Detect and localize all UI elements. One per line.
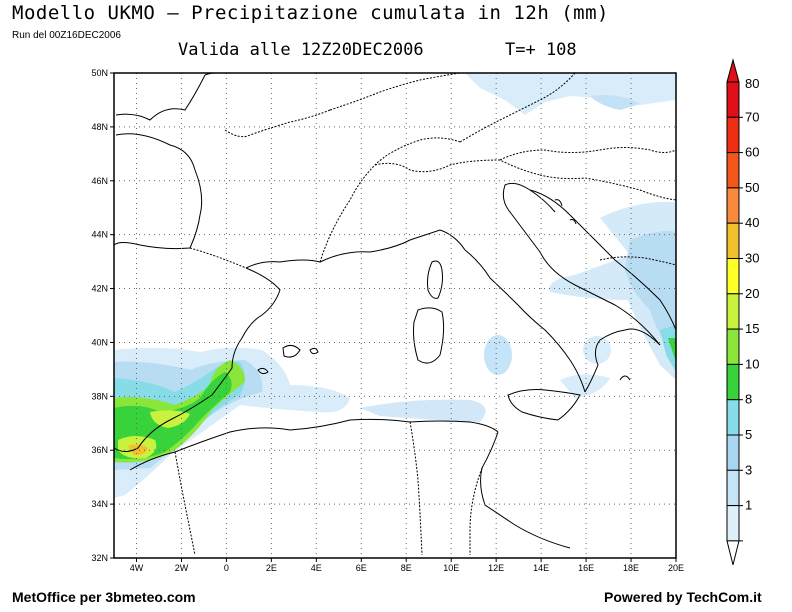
run-date: Run del 00Z16DEC2006 <box>12 30 121 41</box>
legend-label: 80 <box>745 76 759 91</box>
lat-label: 38N <box>91 391 108 401</box>
lon-label: 4W <box>130 563 144 573</box>
lon-label: 6E <box>356 563 367 573</box>
lon-label: 4E <box>311 563 322 573</box>
legend-swatch <box>726 293 740 330</box>
lat-label: 44N <box>91 230 108 240</box>
legend-swatch <box>726 152 740 189</box>
country-borders <box>174 72 677 556</box>
legend-label: 60 <box>745 145 759 160</box>
lon-label: 18E <box>623 563 639 573</box>
lon-label: 14E <box>533 563 549 573</box>
chart-title: Modello UKMO — Precipitazione cumulata i… <box>12 2 609 24</box>
lat-label: 40N <box>91 337 108 347</box>
lon-label: 12E <box>488 563 504 573</box>
legend-label: 5 <box>745 427 752 442</box>
legend-label: 10 <box>745 356 759 371</box>
lat-label: 42N <box>91 284 108 294</box>
legend-swatch <box>726 328 740 365</box>
legend-top-arrow <box>726 58 740 83</box>
graticule <box>110 72 677 562</box>
legend-swatch <box>726 258 740 295</box>
legend-swatch <box>726 187 740 224</box>
lat-label: 46N <box>91 176 108 186</box>
forecast-hour: T=+ 108 <box>505 40 577 60</box>
legend-label: 20 <box>745 286 759 301</box>
legend-swatch <box>726 505 740 542</box>
coastlines <box>113 72 677 549</box>
legend-label: 50 <box>745 180 759 195</box>
legend-label: 3 <box>745 462 752 477</box>
precipitation-shading <box>114 73 676 498</box>
legend-swatch <box>726 116 740 154</box>
legend-swatch <box>726 222 740 259</box>
lon-label: 20E <box>668 563 684 573</box>
legend-label: 8 <box>745 392 752 407</box>
legend-swatch <box>726 363 740 401</box>
map-frame <box>113 72 677 559</box>
color-legend: 80 70 60 50 40 30 20 15 10 8 5 3 1 <box>726 58 759 566</box>
legend-bottom-arrow <box>726 540 740 566</box>
legend-swatch <box>726 469 740 507</box>
legend-swatch <box>726 399 740 436</box>
footer-credit-left: MetOffice per 3bmeteo.com <box>12 589 196 605</box>
lat-label: 32N <box>91 553 108 563</box>
legend-label: 15 <box>745 321 759 336</box>
latitude-labels: 50N 48N 46N 44N 42N 40N 38N 36N 34N 32N <box>91 68 108 563</box>
lat-label: 50N <box>91 68 108 78</box>
longitude-labels: 4W 2W 0 2E 4E 6E 8E 10E 12E 14E 16E 18E 20E <box>130 563 684 573</box>
valid-time: Valida alle 12Z20DEC2006 <box>178 40 424 60</box>
legend-label: 70 <box>745 109 759 124</box>
lon-label: 2W <box>175 563 189 573</box>
legend-label: 30 <box>745 251 759 266</box>
lon-label: 2E <box>266 563 277 573</box>
legend-swatch <box>726 81 740 118</box>
lon-label: 10E <box>443 563 459 573</box>
lat-label: 34N <box>91 499 108 509</box>
legend-label: 1 <box>745 498 752 513</box>
lon-label: 0 <box>224 563 229 573</box>
legend-label: 40 <box>745 215 759 230</box>
lon-label: 16E <box>578 563 594 573</box>
lat-label: 48N <box>91 122 108 132</box>
legend-swatch <box>726 434 740 471</box>
lon-label: 8E <box>401 563 412 573</box>
footer-credit-right: Powered by TechCom.it <box>604 589 762 605</box>
lat-label: 36N <box>91 445 108 455</box>
